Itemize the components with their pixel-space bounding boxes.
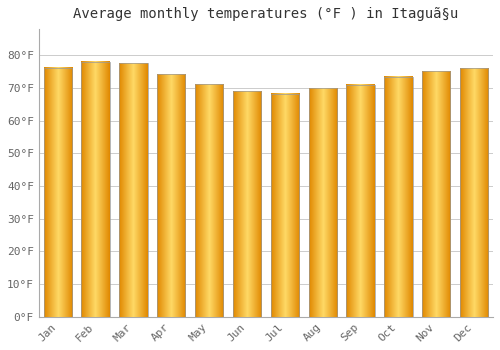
Bar: [460, 68, 488, 317]
Bar: [308, 88, 337, 317]
Bar: [157, 74, 186, 317]
Bar: [195, 84, 224, 317]
Bar: [44, 68, 72, 317]
Bar: [460, 68, 488, 317]
Bar: [384, 77, 412, 317]
Bar: [119, 63, 148, 317]
Bar: [270, 94, 299, 317]
Bar: [308, 88, 337, 317]
Bar: [346, 85, 375, 317]
Bar: [119, 63, 148, 317]
Bar: [44, 68, 72, 317]
Bar: [82, 62, 110, 317]
Title: Average monthly temperatures (°F ) in Itaguã§u: Average monthly temperatures (°F ) in It…: [74, 7, 458, 21]
Bar: [384, 77, 412, 317]
Bar: [233, 91, 261, 317]
Bar: [195, 84, 224, 317]
Bar: [422, 71, 450, 317]
Bar: [157, 74, 186, 317]
Bar: [82, 62, 110, 317]
Bar: [270, 94, 299, 317]
Bar: [346, 85, 375, 317]
Bar: [233, 91, 261, 317]
Bar: [422, 71, 450, 317]
